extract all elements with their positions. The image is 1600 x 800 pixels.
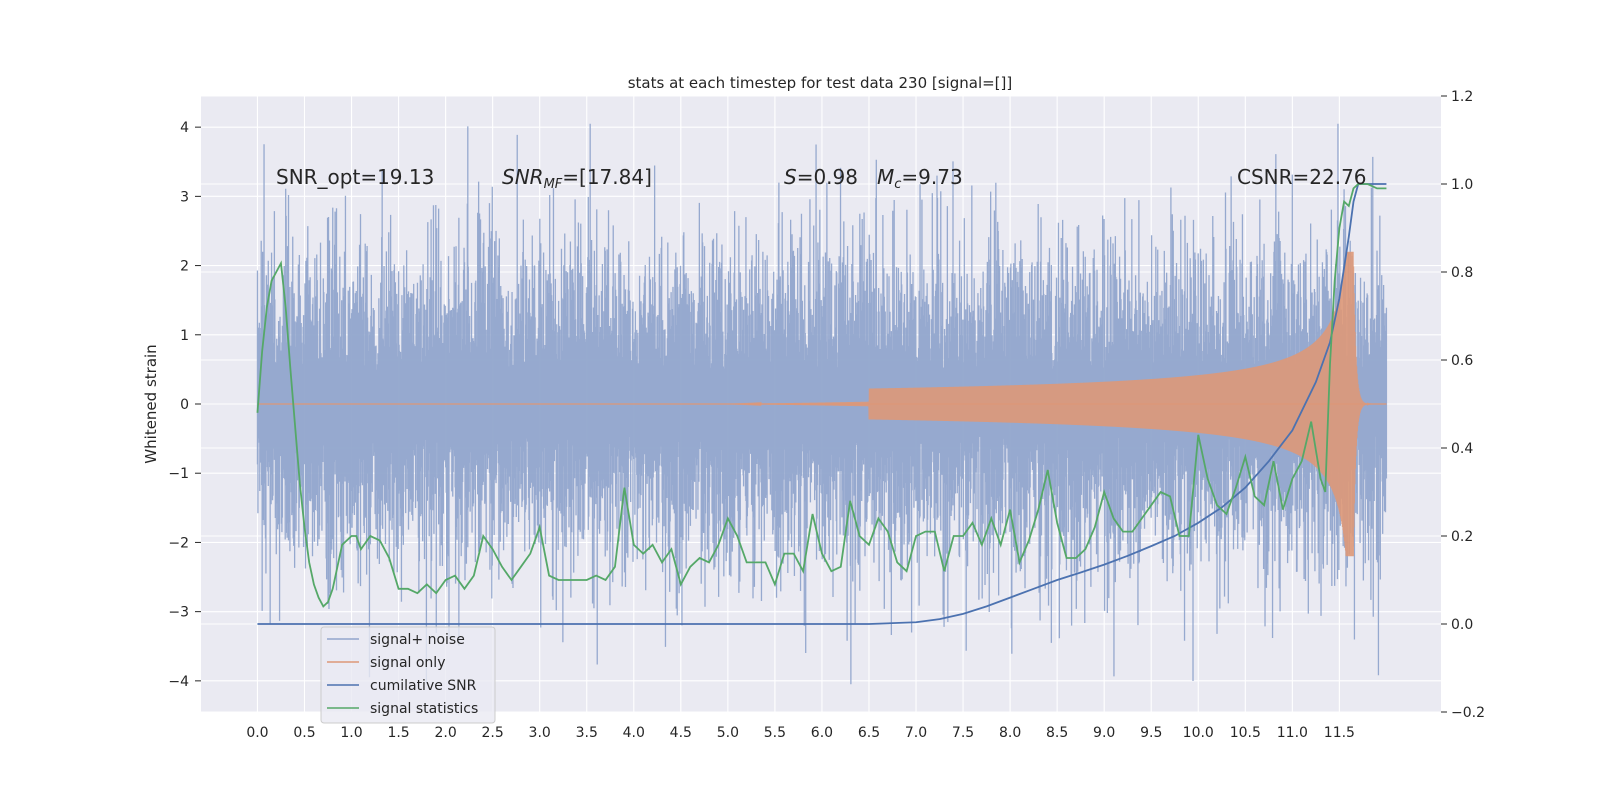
line-series bbox=[256, 183, 1387, 625]
y-tick-label: 2 bbox=[180, 259, 189, 275]
signal-statistics-line bbox=[256, 183, 1387, 608]
y-axis-label: Whitened strain bbox=[142, 344, 160, 463]
x-tick-label: 1.0 bbox=[340, 725, 362, 741]
legend-label-signal: signal only bbox=[370, 655, 445, 671]
annotation-snr-opt: SNR_opt=19.13 bbox=[276, 165, 434, 189]
y-tick-label: 0 bbox=[180, 397, 189, 413]
x-tick-label: 5.5 bbox=[764, 725, 786, 741]
y2-tick-label: 0.4 bbox=[1451, 441, 1473, 457]
annotation-s: S=0.98 bbox=[784, 165, 858, 189]
y2-tick-label: 1.2 bbox=[1451, 89, 1473, 105]
x-tick-label: 4.0 bbox=[623, 725, 645, 741]
x-tick-label: 10.0 bbox=[1183, 725, 1214, 741]
x-tick-label: 4.5 bbox=[670, 725, 692, 741]
x-tick-label: 0.5 bbox=[293, 725, 315, 741]
y2-tick-label: 0.8 bbox=[1451, 265, 1473, 281]
signal-series bbox=[257, 251, 1387, 557]
legend-label-cumulative: cumilative SNR bbox=[370, 678, 477, 694]
annotation-csnr: CSNR=22.76 bbox=[1237, 165, 1367, 189]
legend-label-noise: signal+ noise bbox=[370, 632, 465, 648]
annotation-mc: Mc=9.73 bbox=[877, 165, 963, 192]
y-axis-right: −0.2 0.0 0.2 0.4 0.6 0.8 1.0 1.2 bbox=[1441, 89, 1485, 721]
x-tick-label: 9.0 bbox=[1093, 725, 1115, 741]
x-axis: 0.0 0.5 1.0 1.5 2.0 2.5 3.0 3.5 4.0 4.5 5.0 5.5 6.0 6… bbox=[246, 725, 1355, 741]
cumulative-snr-line bbox=[257, 183, 1387, 625]
y2-tick-label: −0.2 bbox=[1451, 705, 1485, 721]
x-tick-label: 3.5 bbox=[576, 725, 598, 741]
annotation-snr-mf: SNRMF=[17.84] bbox=[502, 165, 652, 192]
legend-label-stats: signal statistics bbox=[370, 701, 478, 717]
y2-tick-label: 0.0 bbox=[1451, 617, 1473, 633]
x-tick-label: 8.0 bbox=[999, 725, 1021, 741]
y2-tick-label: 0.2 bbox=[1451, 529, 1473, 545]
x-tick-label: 9.5 bbox=[1140, 725, 1162, 741]
x-tick-label: 3.0 bbox=[529, 725, 551, 741]
y-tick-label: −3 bbox=[168, 605, 189, 621]
y2-tick-label: 1.0 bbox=[1451, 177, 1473, 193]
x-tick-label: 7.5 bbox=[952, 725, 974, 741]
x-tick-label: 11.5 bbox=[1324, 725, 1355, 741]
y2-tick-label: 0.6 bbox=[1451, 353, 1473, 369]
x-tick-label: 0.0 bbox=[246, 725, 268, 741]
y-tick-label: 1 bbox=[180, 328, 189, 344]
x-tick-label: 10.5 bbox=[1230, 725, 1261, 741]
x-tick-label: 2.5 bbox=[482, 725, 504, 741]
y-tick-label: −2 bbox=[168, 535, 189, 551]
x-tick-label: 2.0 bbox=[434, 725, 456, 741]
y-tick-label: 4 bbox=[180, 120, 189, 136]
legend: signal+ noise signal only cumilative SNR… bbox=[320, 626, 496, 724]
x-tick-label: 7.0 bbox=[905, 725, 927, 741]
y-tick-label: 3 bbox=[180, 189, 189, 205]
x-tick-label: 5.0 bbox=[717, 725, 739, 741]
y-axis-left: −4 −3 −2 −1 0 1 2 3 4 bbox=[168, 120, 201, 690]
y-tick-label: −1 bbox=[168, 466, 189, 482]
legend-box bbox=[320, 626, 496, 724]
x-tick-label: 6.5 bbox=[858, 725, 880, 741]
x-tick-label: 11.0 bbox=[1277, 725, 1308, 741]
x-tick-label: 6.0 bbox=[811, 725, 833, 741]
chart-title: stats at each timestep for test data 230… bbox=[628, 74, 1013, 92]
x-tick-label: 1.5 bbox=[387, 725, 409, 741]
y-tick-label: −4 bbox=[168, 674, 189, 690]
x-tick-label: 8.5 bbox=[1046, 725, 1068, 741]
